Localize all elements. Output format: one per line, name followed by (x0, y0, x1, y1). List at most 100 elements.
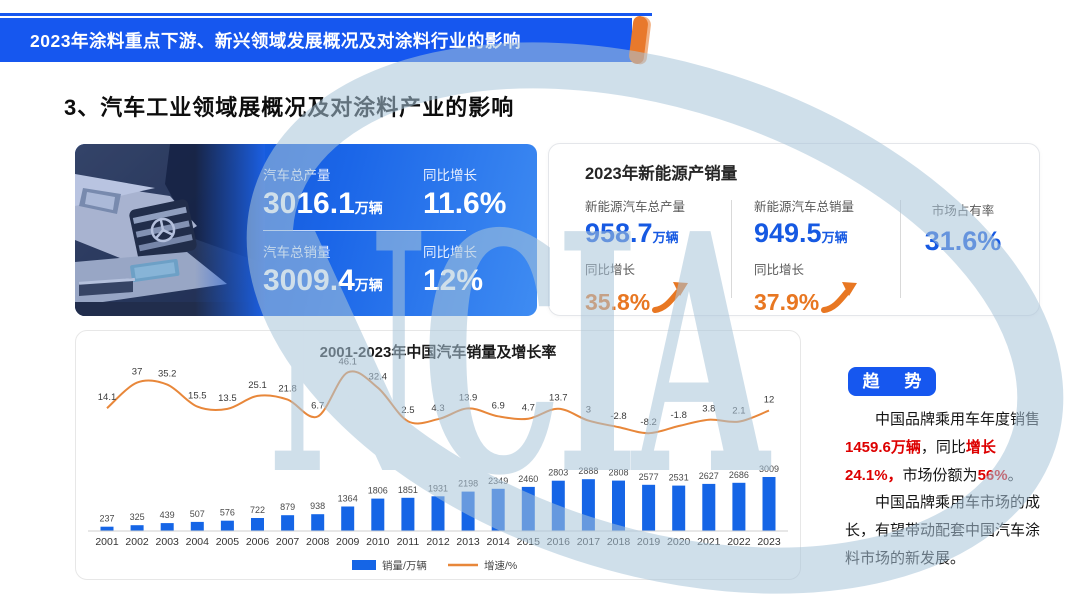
growth-value-label: 14.1 (98, 392, 117, 403)
market-share-value: 31.6% (924, 226, 1002, 256)
trend-badge: 趋 势 (848, 367, 936, 396)
sales-bar (702, 483, 716, 531)
sales-chart-panel: 2001-2023年中国汽车销量及增长率 237 2001 325 2002 439 200… (75, 330, 801, 580)
year-label: 2017 (577, 536, 601, 548)
year-label: 2015 (517, 536, 541, 548)
section-heading: 3、汽车工业领域展概况及对涂料产业的影响 (64, 95, 515, 120)
bar-value-label: 2198 (458, 479, 478, 489)
growth-value-label: -1.8 (671, 410, 687, 421)
sales-label: 汽车总销量 (263, 244, 331, 260)
auto-stats: 汽车总产量 3016.1万辆 同比增长 11.6% 汽车总销量 3009.4万辆… (263, 144, 523, 316)
production-growth-value: 11.6% (423, 186, 507, 220)
growth-value-label: 35.2 (158, 369, 177, 380)
year-label: 2010 (366, 536, 390, 548)
year-label: 2018 (607, 536, 631, 548)
trend-highlight: 56% (977, 466, 1008, 484)
legend-bar-swatch (352, 560, 376, 570)
year-label: 2014 (487, 536, 511, 548)
growth-value-label: 4.7 (522, 403, 535, 414)
slide-header-title: 2023年涂料重点下游、新兴领域发展概况及对涂料行业的影响 (30, 30, 521, 51)
production-growth-label: 同比增长 (423, 167, 477, 183)
sales-bar (491, 488, 505, 531)
year-label: 2004 (186, 536, 210, 548)
bar-value-label: 2803 (548, 468, 568, 478)
bar-value-label: 1931 (428, 483, 448, 493)
sales-bar (551, 480, 565, 531)
sales-bar (251, 518, 264, 531)
bar-value-label: 2460 (518, 474, 538, 484)
sales-bar (160, 523, 174, 531)
sales-bar (732, 482, 746, 531)
sales-bar (220, 520, 234, 531)
nev-production-growth-value: 35.8% (585, 288, 651, 315)
year-label: 2016 (547, 536, 571, 548)
year-label: 2006 (246, 536, 270, 548)
bar-value-label: 2888 (578, 466, 598, 476)
bar-value-label: 237 (99, 514, 114, 524)
year-label: 2022 (727, 536, 751, 548)
bar-value-label: 938 (310, 501, 325, 511)
sales-bar (762, 477, 776, 531)
sales-bar (612, 480, 625, 531)
nev-panel: 2023年新能源产销量 新能源汽车总产量 958.7万辆 同比增长 35.8% … (548, 143, 1040, 316)
market-share-label: 市场占有率 (931, 204, 995, 218)
year-label: 2011 (397, 536, 420, 548)
sales-bar (190, 521, 204, 531)
production-label: 汽车总产量 (263, 167, 331, 183)
nev-panel-title: 2023年新能源产销量 (585, 165, 738, 183)
growth-value-label: 3 (586, 405, 591, 416)
nev-production-growth-label: 同比增长 (585, 262, 636, 277)
production-value: 3016.1万辆 (263, 186, 383, 220)
sales-bar (672, 485, 686, 531)
sales-bar (130, 525, 144, 531)
sales-growth-value: 12% (423, 263, 484, 297)
growth-value-label: 13.7 (549, 393, 568, 404)
bar-value-label: 3009 (759, 464, 779, 474)
sales-growth-label: 同比增长 (423, 244, 477, 260)
growth-value-label: 13.9 (459, 392, 478, 403)
trend-text: ，同比 (920, 438, 966, 456)
growth-value-label: 3.8 (702, 404, 715, 415)
year-label: 2005 (216, 536, 240, 548)
header-accent-line (0, 13, 652, 16)
growth-arrow-icon (652, 281, 689, 313)
nev-production-column: 新能源汽车总产量 958.7万辆 同比增长 35.8% (563, 196, 731, 314)
bar-value-label: 507 (190, 509, 205, 519)
growth-value-label: 21.8 (278, 384, 297, 395)
sales-bar (371, 498, 385, 531)
year-label: 2021 (697, 536, 721, 548)
sales-bar (281, 515, 295, 531)
sales-growth-chart: 2001-2023年中国汽车销量及增长率23720013252002439200… (88, 343, 788, 572)
growth-value-label: 32.4 (369, 372, 388, 383)
growth-value-label: 6.7 (311, 401, 324, 412)
growth-value-label: 46.1 (338, 356, 357, 367)
sales-bar (341, 506, 355, 531)
sales-bar (431, 496, 445, 531)
bar-value-label: 2531 (669, 473, 689, 483)
trend-text: 市场份额为 (902, 466, 978, 484)
nev-market-share-column: 市场占有率 31.6% (901, 196, 1025, 314)
bar-value-label: 2349 (488, 476, 508, 486)
growth-value-label: -8.2 (640, 417, 656, 428)
nev-sales-value: 949.5万辆 (754, 218, 848, 248)
nev-production-value: 958.7万辆 (585, 218, 679, 248)
production-unit: 万辆 (354, 199, 383, 216)
slide-header-bar: 2023年涂料重点下游、新兴领域发展概况及对涂料行业的影响 (0, 18, 632, 62)
trend-highlight: 1459.6万辆 (845, 438, 921, 456)
trend-paragraphs: 中国品牌乘用车年度销售1459.6万辆，同比增长24.1%，市场份额为56%。中… (845, 406, 1050, 573)
sales-bar (100, 526, 114, 531)
year-label: 2003 (156, 536, 180, 548)
growth-value-label: 15.5 (188, 391, 207, 402)
growth-value-label: 37 (132, 367, 143, 378)
sales-bar (311, 514, 325, 531)
auto-stats-card: 汽车总产量 3016.1万辆 同比增长 11.6% 汽车总销量 3009.4万辆… (75, 144, 537, 316)
car-photo (75, 144, 265, 316)
growth-value-label: 6.9 (492, 400, 505, 411)
trend-text: 中国品牌乘用车年度销售 (875, 411, 1041, 428)
sales-value: 3009.4万辆 (263, 263, 383, 297)
growth-value-label: -2.8 (610, 411, 626, 422)
nev-sales-growth-label: 同比增长 (754, 262, 805, 277)
nev-production-label: 新能源汽车总产量 (585, 200, 686, 214)
nev-sales-growth-value: 37.9% (754, 288, 820, 315)
